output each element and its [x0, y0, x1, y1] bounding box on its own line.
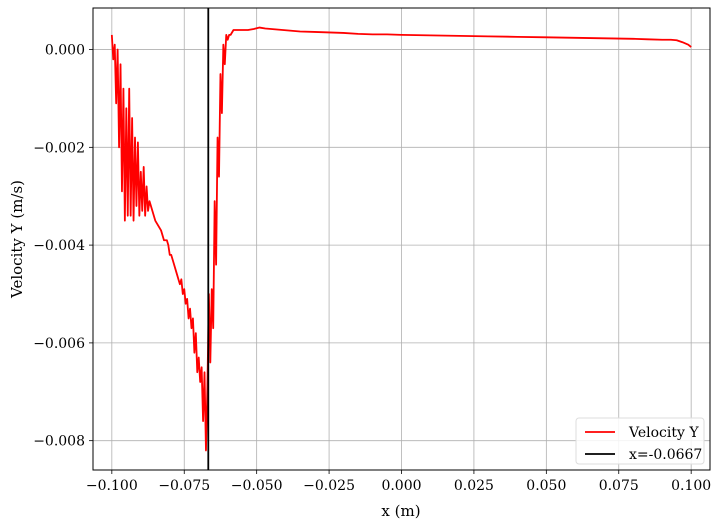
- x-axis: −0.100 −0.075 −0.050 −0.025 0.000 0.025 0.050 0…: [86, 470, 711, 494]
- series-line-velocity-y: [110, 26, 692, 452]
- y-axis-label: Velocity Y (m/s): [8, 180, 26, 299]
- y-tick-label: −0.002: [33, 140, 85, 156]
- x-tick-label: 0.100: [671, 478, 711, 494]
- x-tick-label: −0.075: [158, 478, 210, 494]
- x-tick-label: 0.050: [526, 478, 566, 494]
- y-tick-label: 0.000: [45, 43, 85, 59]
- x-tick-label: 0.075: [599, 478, 639, 494]
- x-tick-label: 0.000: [381, 478, 421, 494]
- y-tick-label: −0.008: [33, 434, 85, 450]
- plot-area: [110, 8, 692, 470]
- x-tick-label: −0.025: [303, 478, 355, 494]
- x-tick-label: −0.100: [86, 478, 138, 494]
- x-tick-label: 0.025: [454, 478, 494, 494]
- legend-label-vline: x=-0.0667: [629, 447, 702, 463]
- legend: Velocity Y x=-0.0667: [575, 417, 705, 465]
- x-axis-label: x (m): [381, 502, 420, 520]
- grid: [93, 8, 710, 470]
- legend-label-velocity-y: Velocity Y: [628, 425, 699, 441]
- legend-box: [575, 417, 705, 465]
- x-tick-label: −0.050: [231, 478, 283, 494]
- y-tick-label: −0.006: [33, 336, 85, 352]
- y-tick-label: −0.004: [33, 238, 85, 254]
- y-axis: 0.000 −0.002 −0.004 −0.006 −0.008: [33, 43, 93, 450]
